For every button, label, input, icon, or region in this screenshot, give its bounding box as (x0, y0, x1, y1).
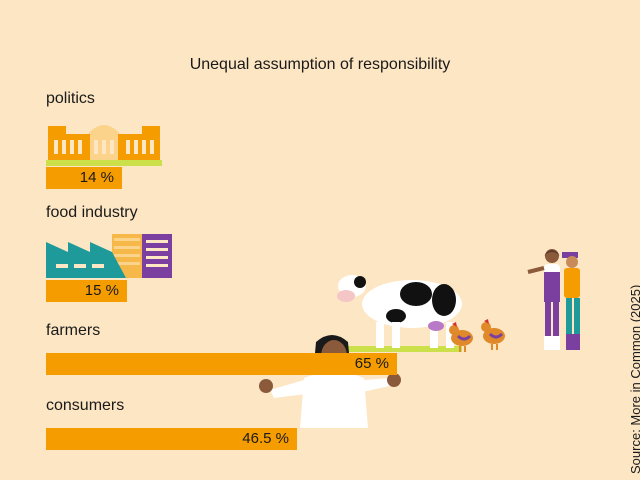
bar-value-label: 46.5 % (242, 430, 289, 447)
category-label: food industry (46, 204, 138, 221)
consumer-person-icon (259, 335, 401, 428)
farmers-icon (527, 249, 580, 350)
bar-value-label: 14 % (79, 169, 114, 186)
cow-icon (336, 275, 462, 352)
parliament-building-icon (46, 125, 162, 166)
bar-consumers: 46.5 % (46, 428, 297, 450)
bar-food-industry: 15 % (46, 280, 127, 302)
category-label: consumers (46, 397, 125, 414)
source-note: Source: More in Common (2025) (628, 284, 640, 474)
bar-value-label: 15 % (84, 282, 119, 299)
category-label: politics (46, 90, 95, 107)
bar-farmers: 65 % (46, 353, 397, 375)
chicken-icon (449, 322, 473, 352)
bar-value-label: 65 % (354, 355, 389, 372)
bar-politics: 14 % (46, 167, 122, 189)
chart-title: Unequal assumption of responsibility (189, 56, 451, 73)
category-label: farmers (46, 322, 101, 339)
chicken-icon (481, 319, 505, 350)
factory-icon (46, 234, 172, 278)
